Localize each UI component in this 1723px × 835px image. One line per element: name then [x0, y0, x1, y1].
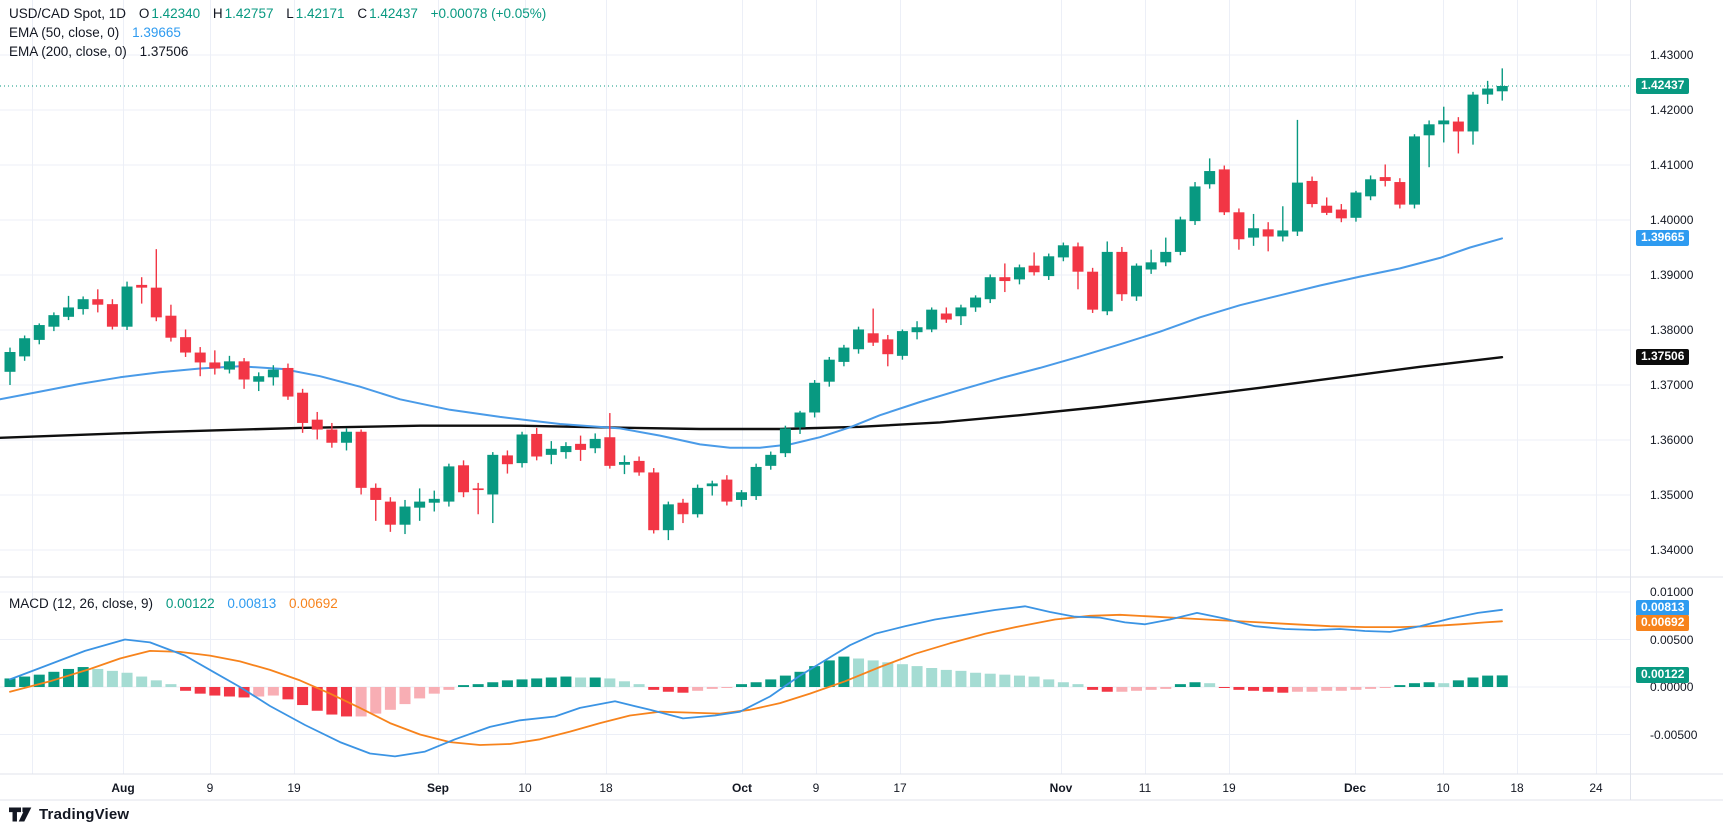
- tradingview-logo-icon: [9, 807, 32, 822]
- open-label: O: [138, 6, 150, 21]
- tradingview-logo-text: TradingView: [39, 806, 130, 823]
- macd-label: MACD (12, 26, close, 9): [9, 596, 154, 611]
- close-label: C: [357, 6, 368, 21]
- change-value: +0.00078 (+0.05%): [430, 6, 547, 21]
- high-label: H: [212, 6, 223, 21]
- low-value: 1.42171: [295, 6, 345, 21]
- macd-line-value: 0.00813: [227, 596, 277, 611]
- close-value: 1.42437: [369, 6, 418, 21]
- macd-legend-row[interactable]: MACD (12, 26, close, 9) 0.00122 0.00813 …: [9, 596, 340, 611]
- ema200-label: EMA (200, close, 0): [9, 44, 127, 59]
- macd-hist-value: 0.00122: [165, 596, 215, 611]
- ema50-legend-row[interactable]: EMA (50, close, 0) 1.39665: [9, 25, 183, 40]
- ema200-value: 1.37506: [139, 44, 189, 59]
- low-label: L: [286, 6, 294, 21]
- open-value: 1.42340: [151, 6, 201, 21]
- symbol-legend-row[interactable]: USD/CAD Spot, 1D O 1.42340 H 1.42757 L 1.42…: [9, 6, 548, 21]
- ema50-label: EMA (50, close, 0): [9, 25, 120, 40]
- tradingview-attribution[interactable]: TradingView: [9, 806, 129, 823]
- ema50-value: 1.39665: [132, 25, 181, 40]
- symbol-title: USD/CAD Spot, 1D: [9, 6, 127, 21]
- high-value: 1.42757: [224, 6, 274, 21]
- ema200-legend-row[interactable]: EMA (200, close, 0) 1.37506: [9, 44, 190, 59]
- macd-signal-value: 0.00692: [288, 596, 338, 611]
